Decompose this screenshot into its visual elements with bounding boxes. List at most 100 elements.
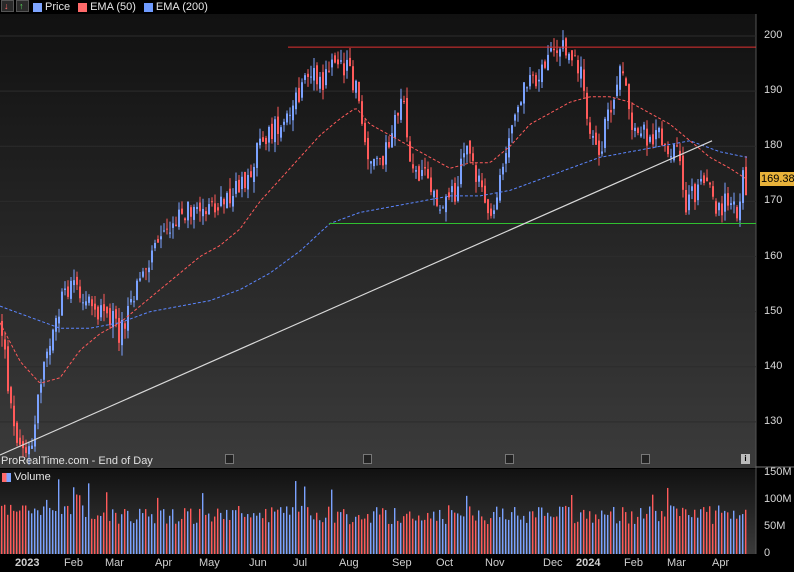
- volume-bar: [82, 505, 84, 554]
- candle-body: [247, 174, 249, 190]
- candle-body: [175, 224, 177, 226]
- volume-bar: [43, 506, 45, 554]
- volume-bar: [310, 515, 312, 554]
- candle-body: [310, 76, 312, 78]
- volume-bar: [592, 522, 594, 554]
- volume-bar: [391, 523, 393, 554]
- volume-tick-label: 150M: [764, 465, 792, 478]
- candle-body: [472, 153, 474, 161]
- price-tick-label: 190: [764, 84, 783, 97]
- volume-bar: [649, 506, 651, 554]
- info-icon[interactable]: i: [741, 454, 750, 464]
- volume-bar: [433, 511, 435, 554]
- candle-body: [193, 206, 195, 220]
- volume-bar: [244, 516, 246, 554]
- candle-body: [535, 75, 537, 87]
- volume-bar: [628, 523, 630, 554]
- calendar-icon[interactable]: [225, 454, 234, 464]
- volume-bar: [262, 518, 264, 554]
- candle-body: [619, 66, 621, 90]
- volume-bar: [637, 516, 639, 554]
- candle-body: [181, 208, 183, 214]
- volume-bar: [736, 518, 738, 554]
- zoom-out-icon[interactable]: ↓: [1, 0, 14, 12]
- volume-bar: [253, 513, 255, 554]
- candle-body: [88, 296, 90, 303]
- candle-body: [208, 204, 210, 215]
- zoom-in-icon[interactable]: ↑: [16, 0, 29, 12]
- candle-body: [475, 165, 477, 182]
- volume-bar: [499, 517, 501, 554]
- candle-body: [541, 64, 543, 83]
- candle-body: [133, 301, 135, 303]
- time-tick-label: Apr: [712, 557, 730, 569]
- volume-bar: [145, 509, 147, 554]
- volume-bar: [502, 508, 504, 554]
- candle-body: [82, 302, 84, 304]
- candle-body: [292, 105, 294, 121]
- volume-bar: [487, 524, 489, 554]
- candle-body: [217, 207, 219, 211]
- candle-body: [508, 138, 510, 158]
- volume-bar: [415, 520, 417, 554]
- calendar-icon[interactable]: [641, 454, 650, 464]
- volume-bar: [277, 509, 279, 554]
- candle-body: [220, 196, 222, 206]
- candle-body: [409, 141, 411, 162]
- volume-bar: [355, 516, 357, 554]
- candle-body: [94, 303, 96, 310]
- volume-bar: [10, 504, 12, 554]
- volume-bar: [676, 508, 678, 554]
- time-tick-label: Jun: [249, 557, 267, 569]
- volume-bar: [109, 520, 111, 554]
- candle-body: [715, 201, 717, 214]
- volume-bar: [646, 513, 648, 554]
- candle-body: [712, 186, 714, 197]
- volume-bar: [178, 521, 180, 554]
- time-tick-label: Mar: [667, 557, 686, 569]
- candle-body: [427, 169, 429, 179]
- candle-body: [376, 157, 378, 159]
- candle-body: [658, 127, 660, 133]
- candle-body: [358, 81, 360, 102]
- calendar-icon[interactable]: [505, 454, 514, 464]
- candle-body: [184, 218, 186, 221]
- candle-body: [574, 55, 576, 57]
- candle-body: [397, 113, 399, 116]
- volume-bar: [583, 509, 585, 554]
- candle-body: [646, 128, 648, 146]
- volume-bar: [742, 514, 744, 554]
- candle-body: [676, 145, 678, 147]
- price-tick-label: 180: [764, 139, 783, 152]
- volume-bar: [160, 510, 162, 554]
- volume-bar: [565, 505, 567, 554]
- volume-bar: [427, 512, 429, 554]
- volume-bar: [196, 522, 198, 554]
- candle-body: [385, 142, 387, 165]
- volume-bar: [439, 509, 441, 554]
- volume-bar: [367, 514, 369, 554]
- candle-body: [556, 50, 558, 53]
- candle-body: [31, 445, 33, 449]
- candle-body: [226, 193, 228, 209]
- candle-body: [13, 405, 15, 427]
- volume-bar: [337, 511, 339, 554]
- volume-bar: [37, 510, 39, 554]
- candle-body: [190, 207, 192, 217]
- volume-bar: [607, 514, 609, 554]
- volume-bar: [610, 511, 612, 554]
- volume-bar: [7, 514, 9, 554]
- candle-body: [79, 286, 81, 299]
- volume-bar: [382, 508, 384, 554]
- candle-body: [40, 384, 42, 393]
- candle-body: [85, 301, 87, 306]
- candle-body: [361, 101, 363, 124]
- candle-body: [550, 48, 552, 52]
- calendar-icon[interactable]: [363, 454, 372, 464]
- candle-body: [502, 166, 504, 175]
- volume-bar: [496, 506, 498, 554]
- volume-bar: [544, 515, 546, 554]
- candle-body: [553, 48, 555, 51]
- volume-bar: [409, 511, 411, 554]
